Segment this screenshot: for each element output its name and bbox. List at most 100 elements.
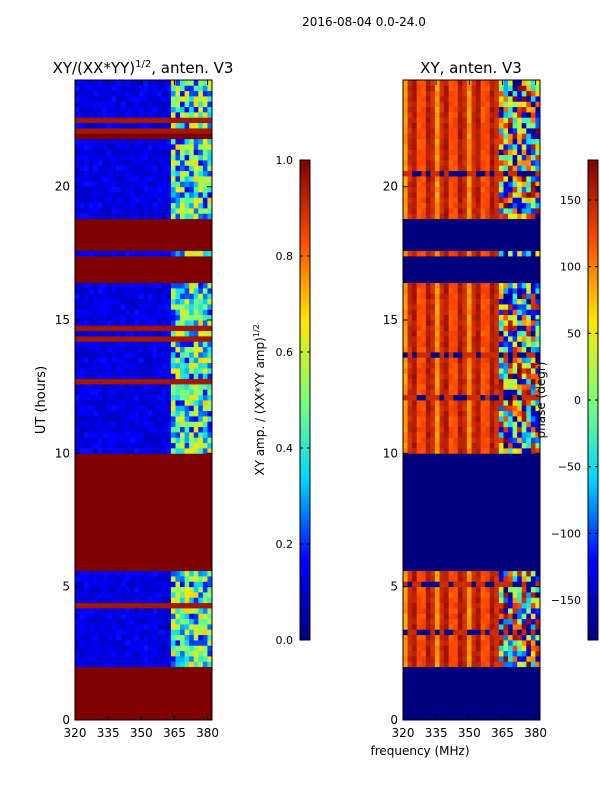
heatmap-cell <box>170 368 176 374</box>
heatmap-cell <box>84 672 90 678</box>
heatmap-cell <box>471 490 477 497</box>
heatmap-cell <box>152 682 158 689</box>
heatmap-cell <box>152 250 158 257</box>
heatmap-cell <box>93 122 99 129</box>
heatmap-cell <box>93 480 99 486</box>
heatmap-cell <box>170 314 176 321</box>
heatmap-cell <box>184 298 190 305</box>
heatmap-cell <box>138 453 144 460</box>
heatmap-cell <box>152 229 158 236</box>
heatmap-cell <box>175 448 181 454</box>
heatmap-cell <box>421 714 427 720</box>
heatmap-cell <box>97 464 103 470</box>
heatmap-cell <box>508 650 513 657</box>
heatmap-cell <box>189 448 195 454</box>
heatmap-cell <box>148 416 154 422</box>
heatmap-cell <box>161 624 167 630</box>
heatmap-cell <box>421 485 427 492</box>
heatmap-cell <box>143 85 149 92</box>
heatmap-cell <box>198 106 204 113</box>
heatmap-cell <box>93 629 99 636</box>
heatmap-cell <box>79 400 85 406</box>
heatmap-cell <box>166 538 172 545</box>
heatmap-cell <box>75 346 80 353</box>
heatmap-cell <box>102 277 108 284</box>
heatmap-cell <box>93 341 99 348</box>
heatmap-cell <box>170 693 176 700</box>
heatmap-cell <box>152 613 158 620</box>
heatmap-cell <box>152 448 158 454</box>
heatmap-cell <box>161 682 167 689</box>
heatmap-cell <box>476 570 482 577</box>
heatmap-cell <box>166 112 172 118</box>
heatmap-cell <box>116 304 122 310</box>
heatmap-cell <box>434 570 440 577</box>
heatmap-cell <box>152 202 158 209</box>
heatmap-cell <box>193 293 199 300</box>
heatmap-cell <box>175 85 181 92</box>
heatmap-cell <box>489 570 495 577</box>
heatmap-cell <box>134 181 140 188</box>
heatmap-cell <box>444 592 450 598</box>
heatmap-cell <box>439 629 445 636</box>
heatmap-cell <box>143 368 149 374</box>
heatmap-cell <box>148 634 154 641</box>
heatmap-cell <box>166 650 172 657</box>
heatmap-cell <box>407 560 413 566</box>
heatmap-cell <box>202 85 208 92</box>
heatmap-cell <box>129 581 135 588</box>
heatmap-cell <box>530 565 536 572</box>
heatmap-cell <box>489 698 495 705</box>
heatmap-cell <box>79 224 85 230</box>
heatmap-cell <box>476 688 482 694</box>
heatmap-cell <box>161 432 167 438</box>
heatmap-cell <box>202 122 208 129</box>
heatmap-cell <box>88 213 94 220</box>
heatmap-cell <box>175 672 181 678</box>
heatmap-cell <box>84 336 90 342</box>
heatmap-cell <box>84 426 90 433</box>
heatmap-cell <box>106 453 112 460</box>
heatmap-cell <box>457 709 463 716</box>
heatmap-cell <box>189 250 195 257</box>
heatmap-cell <box>466 682 472 689</box>
heatmap-cell <box>120 234 126 241</box>
heatmap-cell <box>111 693 117 700</box>
heatmap-cell <box>202 341 208 348</box>
heatmap-cell <box>170 581 176 588</box>
heatmap-cell <box>157 650 163 657</box>
heatmap-cell <box>517 570 523 577</box>
heatmap-cell <box>97 384 103 390</box>
heatmap-cell <box>148 128 154 134</box>
heatmap-cell <box>170 288 176 294</box>
heatmap-cell <box>530 704 536 710</box>
heatmap-cell <box>170 640 176 646</box>
heatmap-cell <box>198 442 204 449</box>
heatmap-cell <box>111 469 117 476</box>
heatmap-cell <box>425 656 431 662</box>
heatmap-cell <box>93 101 99 108</box>
heatmap-cell <box>88 469 94 476</box>
heatmap-cell <box>407 661 413 668</box>
heatmap-cell <box>439 576 445 582</box>
heatmap-cell <box>148 437 154 444</box>
colorbar-tick-label: 0.2 <box>276 538 294 551</box>
heatmap-cell <box>517 597 523 604</box>
heatmap-cell <box>184 346 190 353</box>
heatmap-cell <box>434 544 440 550</box>
heatmap-cell <box>84 368 90 374</box>
heatmap-cell <box>403 602 408 609</box>
heatmap-cell <box>180 581 185 588</box>
heatmap-cell <box>416 549 422 556</box>
heatmap-cell <box>439 597 445 604</box>
heatmap-cell <box>106 682 112 689</box>
heatmap-cell <box>180 485 185 492</box>
heatmap-cell <box>480 496 486 502</box>
heatmap-cell <box>97 645 103 652</box>
heatmap-cell <box>106 416 112 422</box>
heatmap-cell <box>148 581 154 588</box>
heatmap-cell <box>193 122 199 129</box>
heatmap-cell <box>143 106 149 113</box>
heatmap-cell <box>79 426 85 433</box>
heatmap-cell <box>526 624 532 630</box>
